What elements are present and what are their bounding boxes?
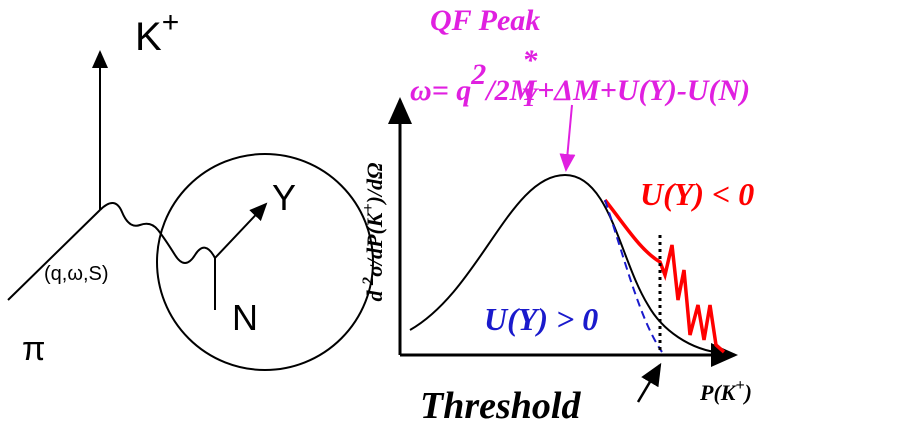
- hyperon-label: Y: [272, 177, 296, 218]
- vertex-label: (q,ω,S): [44, 263, 109, 285]
- formula-exp: 2: [470, 58, 486, 91]
- reaction-diagram: [8, 52, 373, 370]
- y-label-a: d: [362, 285, 387, 302]
- diagram: K+ Y (q,ω,S) N π QF Peak ω= q2/2M*Y+ΔM+U…: [0, 0, 909, 426]
- y-axis-label: d 2σ/dP(K+)/dΩ: [360, 162, 387, 301]
- attractive-label: U(Y) < 0: [640, 176, 754, 212]
- threshold-label: Threshold: [420, 385, 581, 426]
- y-label-exp: 2: [360, 277, 377, 286]
- formula-lead: ω= q: [410, 74, 471, 107]
- y-label-b: σ/dP(K: [362, 211, 387, 277]
- nucleon-label: N: [232, 297, 258, 338]
- repulsive-label: U(Y) > 0: [484, 301, 598, 337]
- formula-star: *: [522, 44, 538, 77]
- x-label-sup: +: [735, 377, 744, 394]
- y-label-c: )/dΩ: [362, 162, 387, 205]
- peak-title: QF Peak: [430, 4, 540, 37]
- x-label-a: P(K: [699, 380, 737, 405]
- plot: [400, 100, 735, 402]
- formula-tail: +ΔM+U(Y)-U(N): [537, 74, 750, 107]
- kaon-label: K+: [135, 6, 179, 59]
- x-label-b: ): [743, 380, 752, 405]
- formula: ω= q2/2M*Y+ΔM+U(Y)-U(N): [410, 44, 750, 112]
- x-axis-label: P(K+): [699, 377, 752, 405]
- pion-label: π: [22, 330, 45, 368]
- kaon-base: K: [135, 15, 162, 59]
- kaon-sup: +: [162, 6, 180, 39]
- y-label-sup: +: [360, 203, 377, 212]
